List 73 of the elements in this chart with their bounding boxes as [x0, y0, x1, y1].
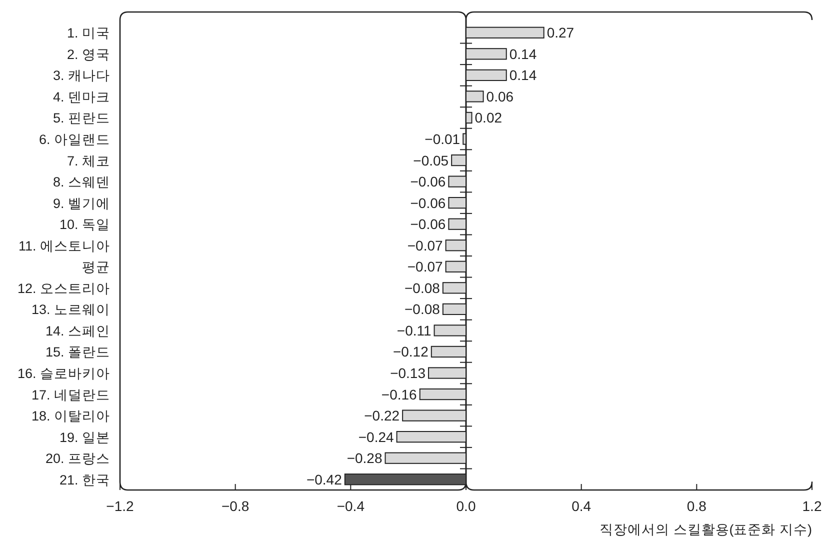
y-tick-label: 15. 폴란드	[45, 344, 110, 360]
bar	[448, 176, 466, 188]
y-tick-label: 9. 벨기에	[52, 196, 110, 211]
bar	[451, 154, 466, 166]
data-label: −0.07	[407, 237, 444, 254]
bar	[466, 69, 507, 81]
bar	[430, 346, 466, 358]
data-label: −0.11	[396, 322, 432, 338]
bar	[434, 324, 466, 336]
data-label: −0.22	[364, 408, 400, 424]
data-label: 0.14	[509, 67, 537, 84]
data-label: −0.24	[358, 428, 394, 445]
y-tick-label: 16. 슬로바키아	[17, 366, 110, 381]
bar	[466, 48, 507, 60]
y-tick-label: 14. 스페인	[45, 323, 110, 338]
y-tick-label: 8. 스웨덴	[52, 174, 110, 190]
y-tick-label: 6. 아일랜드	[38, 132, 110, 147]
y-tick-label: 13. 노르웨이	[31, 302, 110, 318]
data-label: −0.08	[404, 301, 440, 318]
y-tick-label: 평균	[82, 260, 110, 275]
bar	[448, 197, 466, 209]
data-label: 0.02	[474, 110, 502, 126]
bar	[466, 112, 472, 124]
bar	[448, 218, 466, 230]
data-label: −0.08	[404, 280, 440, 296]
y-tick-label: 1. 미국	[66, 26, 110, 41]
bar	[384, 452, 466, 464]
bar	[442, 282, 466, 294]
bar	[428, 367, 466, 379]
y-tick-label: 2. 영국	[66, 46, 110, 62]
bar	[462, 133, 466, 145]
x-tick-label: 0.4	[572, 498, 592, 514]
data-label: −0.12	[392, 344, 429, 360]
y-tick-label: 19. 일본	[59, 430, 110, 445]
bar	[445, 240, 466, 252]
bar	[445, 260, 466, 272]
y-tick-label: 20. 프랑스	[45, 451, 110, 466]
data-label: −0.28	[346, 450, 382, 466]
bar	[402, 410, 466, 422]
data-label: 0.27	[546, 24, 574, 41]
data-label: −0.06	[410, 174, 446, 190]
data-label: −0.01	[424, 131, 460, 147]
y-tick-label: 11. 에스토니아	[18, 238, 110, 254]
y-tick-label: 18. 이탈리아	[31, 408, 110, 424]
y-tick-label: 5. 핀란드	[52, 110, 110, 126]
data-label: −0.05	[413, 152, 449, 168]
data-label: −0.07	[407, 258, 444, 275]
data-label: −0.42	[306, 471, 342, 488]
x-tick-label: −0.8	[222, 498, 250, 514]
x-axis-title: 직장에서의 스킬활용(표준화 지수)	[600, 522, 812, 537]
y-tick-label: 4. 덴마크	[52, 89, 110, 104]
x-tick-label: 0.8	[686, 498, 707, 514]
data-label: 0.06	[486, 88, 514, 104]
bar	[466, 26, 544, 38]
bar	[396, 431, 466, 443]
x-tick-label: −1.2	[106, 498, 134, 514]
y-tick-label: 10. 독일	[59, 217, 110, 232]
x-tick-label: 0.0	[456, 498, 476, 514]
y-tick-label: 21. 한국	[59, 472, 110, 488]
y-tick-label: 7. 체코	[66, 153, 110, 168]
x-tick-label: −0.4	[336, 498, 365, 514]
y-tick-label: 17. 네덜란드	[31, 387, 110, 402]
y-tick-label: 12. 오스트리아	[17, 280, 110, 296]
y-tick-label: 3. 캐나다	[52, 68, 110, 84]
bar	[466, 90, 484, 102]
data-label: −0.06	[410, 194, 446, 211]
data-label: −0.13	[390, 365, 426, 381]
data-label: −0.06	[410, 216, 446, 232]
data-label: 0.14	[509, 46, 537, 62]
bar	[419, 388, 466, 400]
x-tick-label: 1.2	[802, 498, 822, 514]
bar	[442, 303, 466, 315]
data-label: −0.16	[381, 386, 418, 402]
